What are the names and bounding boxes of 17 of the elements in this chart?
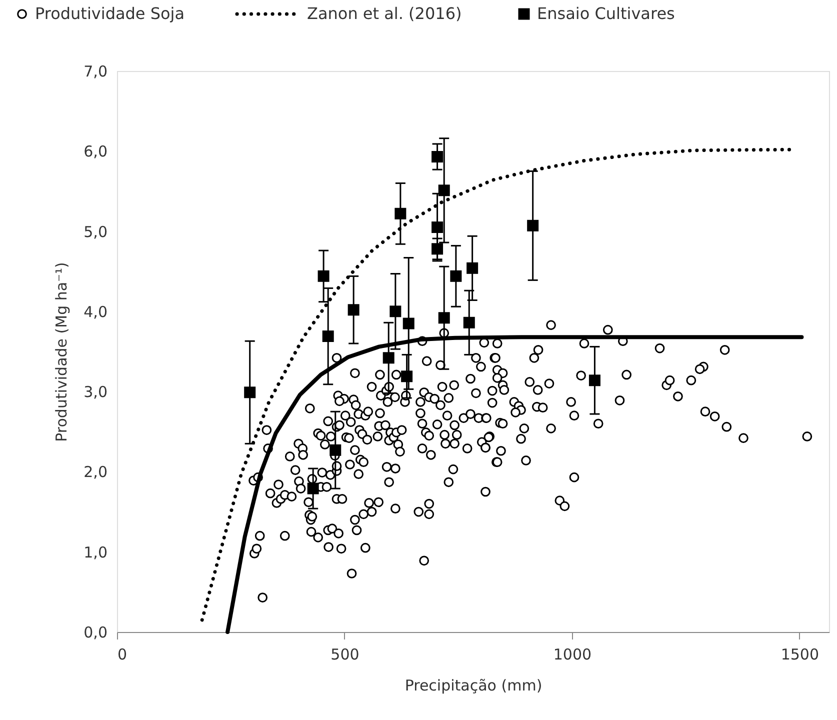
y-tick-label: 7,0	[84, 62, 108, 80]
x-tick-label: 500	[330, 646, 360, 664]
x-tick-label: 0	[118, 646, 128, 664]
y-tick-label: 3,0	[84, 383, 108, 402]
y-tick-label: 5,0	[84, 222, 108, 241]
y-tick-label: 1,0	[84, 543, 108, 562]
y-tick-label: 2,0	[84, 463, 108, 482]
y-tick-label: 4,0	[84, 302, 108, 321]
y-axis-title: Produtividade (Mg ha⁻¹)	[52, 262, 71, 442]
y-tick-label: 6,0	[84, 142, 108, 161]
x-axis-title: Precipitação (mm)	[404, 676, 542, 694]
legend-label: Produtividade Soja	[35, 4, 185, 23]
x-tick-label: 1500	[780, 646, 820, 664]
x-tick-label: 1000	[553, 646, 592, 664]
y-tick-label: 0,0	[84, 624, 108, 642]
legend-label: Zanon et al. (2016)	[307, 4, 462, 23]
legend-label: Ensaio Cultivares	[537, 4, 675, 23]
